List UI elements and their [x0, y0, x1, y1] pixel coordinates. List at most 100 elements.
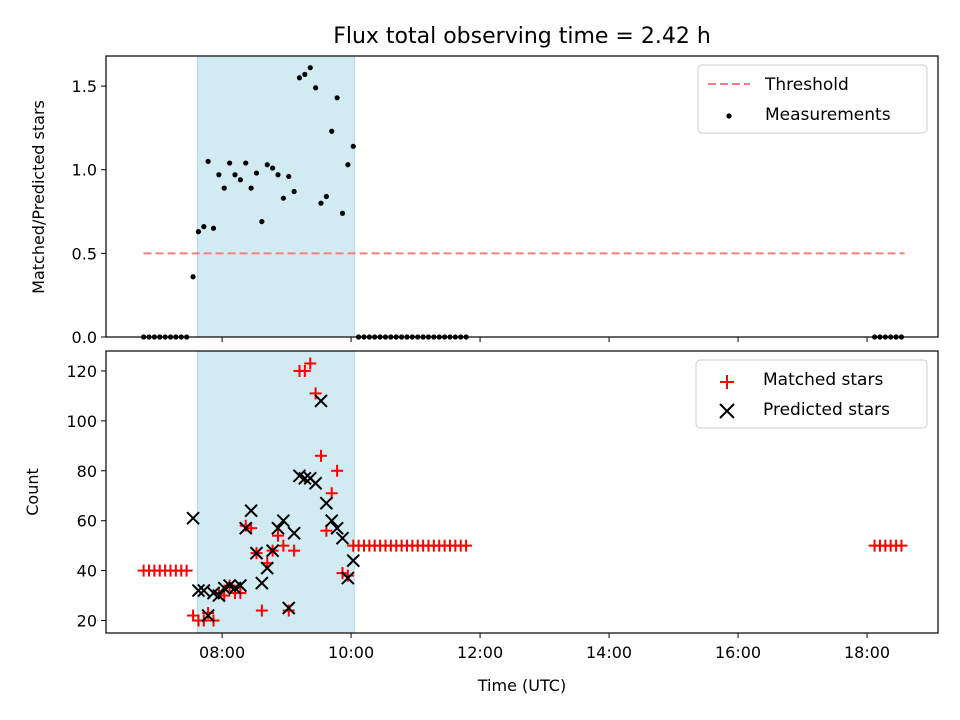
- x-tick-label: 10:00: [328, 643, 374, 662]
- measurement-point: [286, 173, 292, 180]
- x-tick-label: 12:00: [457, 643, 503, 662]
- predicted-star-point: [298, 471, 312, 485]
- matched-star-point: [282, 604, 295, 617]
- matched-star-point: [180, 564, 193, 577]
- matched-star-point: [341, 569, 354, 582]
- measurement-point: [334, 95, 340, 101]
- predicted-star-point: [255, 576, 269, 590]
- top-panel: 0.0 0.5 1.0 1.5 Matched/Predicted stars Thr…: [29, 55, 939, 347]
- measurement-point: [280, 195, 286, 201]
- matched-star-point: [202, 607, 215, 620]
- measurement-point: [307, 65, 313, 71]
- measurement-point: [227, 160, 233, 166]
- y-tick-label: 1.5: [72, 77, 97, 96]
- matched-star-point: [309, 387, 322, 400]
- predicted-star-point: [330, 521, 344, 535]
- bottom-legend: Matched stars Predicted stars: [695, 359, 928, 429]
- measurement-point: [253, 170, 260, 176]
- matched-star-point: [277, 539, 290, 552]
- measurement-point: [210, 225, 217, 231]
- x-tick-label: 16:00: [715, 643, 761, 662]
- matched-star-point: [460, 539, 473, 552]
- matched-star-point: [255, 604, 268, 617]
- y-tick-label: 0.0: [72, 328, 97, 347]
- predicted-star-point: [197, 583, 211, 598]
- measurement-point: [264, 162, 270, 168]
- predicted-star-point: [308, 476, 323, 490]
- legend-matched-swatch: [720, 375, 734, 389]
- measurement-point: [296, 75, 303, 81]
- matched-star-point: [271, 529, 284, 542]
- measurement-point: [345, 162, 351, 168]
- measurement-point: [237, 177, 243, 183]
- measurement-point: [190, 274, 196, 280]
- predicted-star-point: [346, 553, 360, 568]
- y-tick-label: 0.5: [72, 244, 97, 263]
- measurement-point: [275, 172, 281, 178]
- matched-star-point: [298, 364, 311, 377]
- predicted-star-point: [282, 601, 296, 615]
- y-tick-label: 60: [77, 512, 97, 531]
- x-tick-label: 18:00: [844, 643, 890, 662]
- measurement-point: [248, 185, 254, 191]
- predicted-star-point: [341, 571, 355, 585]
- legend-measurements-label: Measurements: [765, 105, 891, 125]
- predicted-star-point: [335, 531, 350, 545]
- top-y-axis-label: Matched/Predicted stars: [29, 100, 48, 294]
- measurement-point: [243, 160, 249, 166]
- measurement-point: [291, 188, 297, 195]
- chart-title: Flux total observing time = 2.42 h: [333, 24, 711, 49]
- measurement-point: [201, 224, 207, 230]
- measurement-point: [339, 210, 346, 216]
- bottom-panel: 20 40 60 80 100 120 08:00 10:00 12:00 14:00 16:00…: [23, 350, 939, 695]
- y-tick-label: 40: [77, 562, 97, 581]
- predicted-star-point: [186, 511, 200, 525]
- matched-star-point: [331, 464, 344, 477]
- predicted-star-point: [233, 578, 248, 593]
- predicted-star-point: [265, 543, 280, 558]
- predicted-star-point: [201, 608, 215, 623]
- predicted-star-point: [319, 496, 334, 510]
- top-legend-box: [697, 64, 928, 134]
- measurement-point: [302, 71, 308, 77]
- measurement-point: [270, 165, 276, 171]
- legend-predicted-label: Predicted stars: [763, 400, 890, 420]
- measurement-point: [259, 218, 265, 225]
- measurement-point: [221, 185, 227, 191]
- matched-star-point: [239, 519, 252, 532]
- measurement-point: [318, 200, 324, 206]
- y-tick-label: 20: [77, 612, 97, 631]
- y-tick-label: 1.0: [72, 161, 97, 180]
- x-tick-label: 14:00: [586, 643, 632, 662]
- matched-star-point: [304, 357, 317, 370]
- predicted-star-point: [314, 394, 328, 408]
- predicted-star-point: [276, 513, 291, 528]
- predicted-star-point: [239, 521, 253, 535]
- legend-measurements-swatch: [726, 113, 732, 119]
- y-tick-label: 100: [66, 412, 97, 431]
- measurement-point: [350, 143, 356, 149]
- predicted-star-point: [325, 513, 339, 528]
- matched-star-point: [288, 544, 301, 557]
- legend-threshold-label: Threshold: [764, 75, 849, 95]
- bottom-plot-frame: [105, 350, 939, 634]
- legend-matched-label: Matched stars: [763, 370, 883, 390]
- predicted-star-point: [249, 546, 264, 560]
- matched-star-point: [314, 449, 327, 462]
- measurement-point: [329, 128, 335, 134]
- y-tick-label: 120: [66, 362, 97, 381]
- bottom-legend-box: [695, 359, 928, 429]
- measurement-point: [216, 172, 222, 178]
- observing-window-top: [196, 55, 355, 338]
- predicted-star-point: [244, 504, 258, 518]
- measurement-point: [323, 193, 329, 200]
- predicted-star-point: [287, 526, 301, 540]
- measurement-point: [195, 229, 202, 235]
- top-legend: Threshold Measurements: [697, 64, 928, 134]
- x-axis-label: Time (UTC): [477, 676, 566, 695]
- predicted-star-point: [271, 521, 285, 535]
- measurement-point: [313, 85, 319, 91]
- legend-predicted-swatch: [719, 403, 735, 419]
- x-tick-label: 08:00: [199, 643, 245, 662]
